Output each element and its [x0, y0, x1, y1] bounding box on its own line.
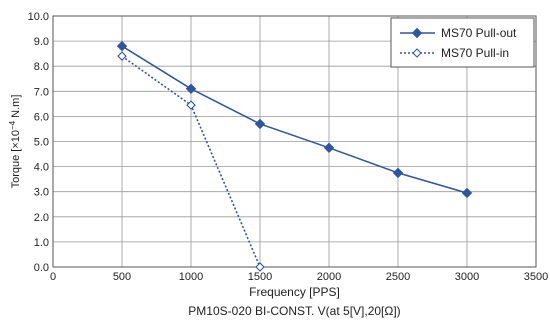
legend: MS70 Pull-out MS70 Pull-in	[390, 17, 535, 68]
y-tick-label: 3.0	[34, 187, 49, 199]
legend-marker	[412, 48, 422, 58]
series-line	[121, 45, 468, 194]
y-tick-label: 0.0	[34, 262, 49, 274]
y-tick-label: 4.0	[34, 162, 49, 174]
plot-frame	[52, 15, 537, 268]
series-2	[117, 51, 265, 272]
legend-label: MS70 Pull-in	[441, 46, 509, 60]
y-tick-label: 5.0	[34, 137, 49, 149]
y-axis-label-suffix: N.m]	[10, 95, 22, 121]
data-point	[117, 51, 127, 61]
x-tick-label: 2000	[317, 271, 341, 283]
legend-items: MS70 Pull-out MS70 Pull-in	[400, 26, 517, 60]
data-point	[185, 83, 197, 94]
x-tick-label: 3500	[524, 271, 548, 283]
x-tick-label: 1500	[248, 271, 272, 283]
x-tick-label: 500	[113, 271, 131, 283]
legend-label: MS70 Pull-out	[441, 26, 517, 40]
legend-marker	[411, 27, 423, 39]
data-point	[392, 167, 404, 179]
y-axis-label: Torque [×10−4 N.m]	[8, 95, 22, 189]
data-point	[254, 118, 266, 130]
chart-caption: PM10S-020 BI-CONST. V(at 5[V],20[Ω])	[188, 304, 400, 318]
series-layer	[116, 40, 473, 272]
data-point	[255, 262, 265, 272]
legend-entry: MS70 Pull-out	[400, 26, 517, 40]
y-tick-label: 9.0	[34, 36, 49, 48]
grid-layer	[53, 16, 536, 267]
tick-layer: 0.0 1.0 2.0 3.0 4.0 5.0 6.0 7.0 8.0 9.0 10.0 0 500 10…	[28, 11, 549, 283]
x-tick-label: 1000	[179, 271, 203, 283]
x-tick-label: 3000	[455, 271, 479, 283]
y-tick-label: 2.0	[34, 212, 49, 224]
y-axis-label-exponent: −4	[8, 120, 17, 130]
legend-entry: MS70 Pull-in	[400, 46, 509, 60]
legend-box	[390, 17, 535, 68]
y-tick-label: 10.0	[28, 11, 49, 23]
x-tick-label: 0	[50, 271, 56, 283]
data-point	[116, 40, 128, 52]
x-axis-label: Frequency [PPS]	[249, 285, 340, 299]
y-tick-label: 7.0	[34, 86, 49, 98]
data-point	[186, 100, 196, 110]
y-tick-label: 1.0	[34, 237, 49, 249]
series-1	[116, 40, 473, 199]
y-tick-label: 8.0	[34, 61, 49, 73]
data-point	[323, 142, 335, 153]
y-axis-label-prefix: Torque [×10	[10, 130, 22, 188]
y-tick-label: 6.0	[34, 111, 49, 123]
data-point	[461, 187, 473, 199]
x-tick-label: 2500	[386, 271, 410, 283]
